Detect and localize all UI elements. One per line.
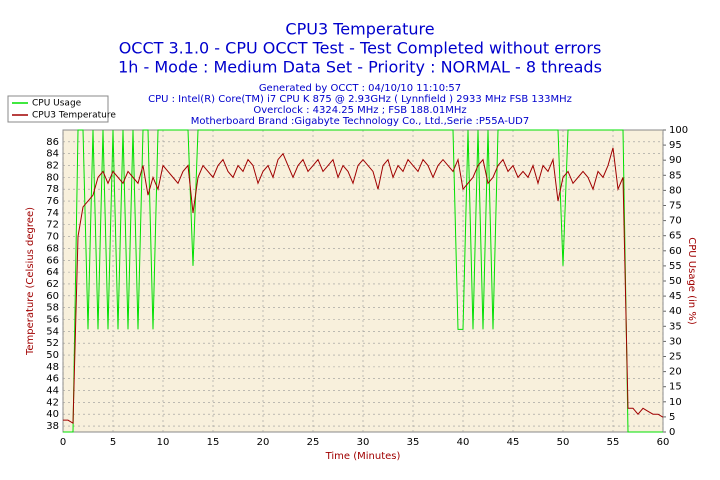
y2-tick-label: 55 [669,261,682,272]
y-tick-label: 82 [46,161,59,172]
y-tick-label: 74 [46,208,59,219]
y2-tick-label: 35 [669,321,682,332]
subtitle: 1h - Mode : Medium Data Set - Priority :… [118,58,602,77]
x-tick-label: 60 [657,437,670,448]
info: CPU : Intel(R) Core(TM) i7 CPU K 875 @ 2… [148,94,572,105]
info: Motherboard Brand :Gigabyte Technology C… [191,116,530,127]
legend [7,95,109,123]
y-tick-label: 78 [46,184,59,195]
y2-tick-label: 30 [669,336,682,347]
y2-tick-label: 85 [669,170,682,181]
y-tick-label: 52 [46,338,59,349]
y-tick-label: 68 [46,243,59,254]
x-tick-label: 25 [307,437,320,448]
y-tick-label: 46 [46,374,59,385]
x-tick-label: 10 [157,437,170,448]
y-tick-label: 44 [46,386,59,397]
data-line [63,129,663,433]
x-tick-label: 0 [60,437,66,448]
y2-tick-label: 20 [669,367,682,378]
x-tick-label: 30 [357,437,370,448]
y-tick-label: 50 [46,350,59,361]
y-tick-label: 72 [46,220,59,231]
x-tick-label: 5 [110,437,116,448]
chart-title: CPU3 Temperature [285,20,434,39]
legend-label: CPU Usage [32,99,82,109]
y2-tick-label: 100 [669,125,688,136]
y2-tick-label: 5 [669,412,675,423]
y2-tick-label: 95 [669,140,682,151]
x-tick-label: 35 [407,437,420,448]
y2-tick-label: 25 [669,352,682,363]
x-axis-label: Time (Minutes) [325,451,401,462]
y2-tick-label: 50 [669,276,682,287]
x-tick-label: 55 [607,437,620,448]
info: Generated by OCCT : 04/10/10 11:10:57 [259,83,461,94]
y2-tick-label: 45 [669,291,682,302]
y-tick-label: 48 [46,362,59,373]
y-tick-label: 40 [46,409,59,420]
y-tick-label: 70 [46,232,59,243]
y-tick-label: 42 [46,397,59,408]
y2-tick-label: 40 [669,306,682,317]
y-tick-label: 38 [46,421,59,432]
y2-tick-label: 65 [669,231,682,242]
subtitle: OCCT 3.1.0 - CPU OCCT Test - Test Comple… [119,39,602,58]
y-tick-label: 76 [46,196,59,207]
x-tick-label: 45 [507,437,520,448]
y2-tick-label: 80 [669,185,682,196]
y2-tick-label: 75 [669,201,682,212]
y-tick-label: 60 [46,291,59,302]
y2-tick-label: 0 [669,427,675,438]
y-tick-label: 84 [46,149,59,160]
data-line [63,147,664,424]
y-tick-label: 66 [46,255,59,266]
x-tick-label: 50 [557,437,570,448]
y2-axis-label: CPU Usage (in %) [686,237,697,325]
y-axis-label: Temperature (Celsius degree) [25,207,36,356]
y-tick-label: 58 [46,303,59,314]
legend-label: CPU3 Temperature [32,111,116,121]
y2-tick-label: 90 [669,155,682,166]
y-tick-label: 86 [46,137,59,148]
info: Overclock : 4324.25 MHz ; FSB 188.01MHz [253,105,466,116]
y-tick-label: 80 [46,172,59,183]
x-tick-label: 20 [257,437,270,448]
y2-tick-label: 10 [669,397,682,408]
y2-tick-label: 60 [669,246,682,257]
x-tick-label: 15 [207,437,220,448]
y-tick-label: 64 [46,267,59,278]
y-tick-label: 54 [46,326,59,337]
x-tick-label: 40 [457,437,470,448]
y-tick-label: 62 [46,279,59,290]
y2-tick-label: 15 [669,382,682,393]
y-tick-label: 56 [46,314,59,325]
y2-tick-label: 70 [669,216,682,227]
